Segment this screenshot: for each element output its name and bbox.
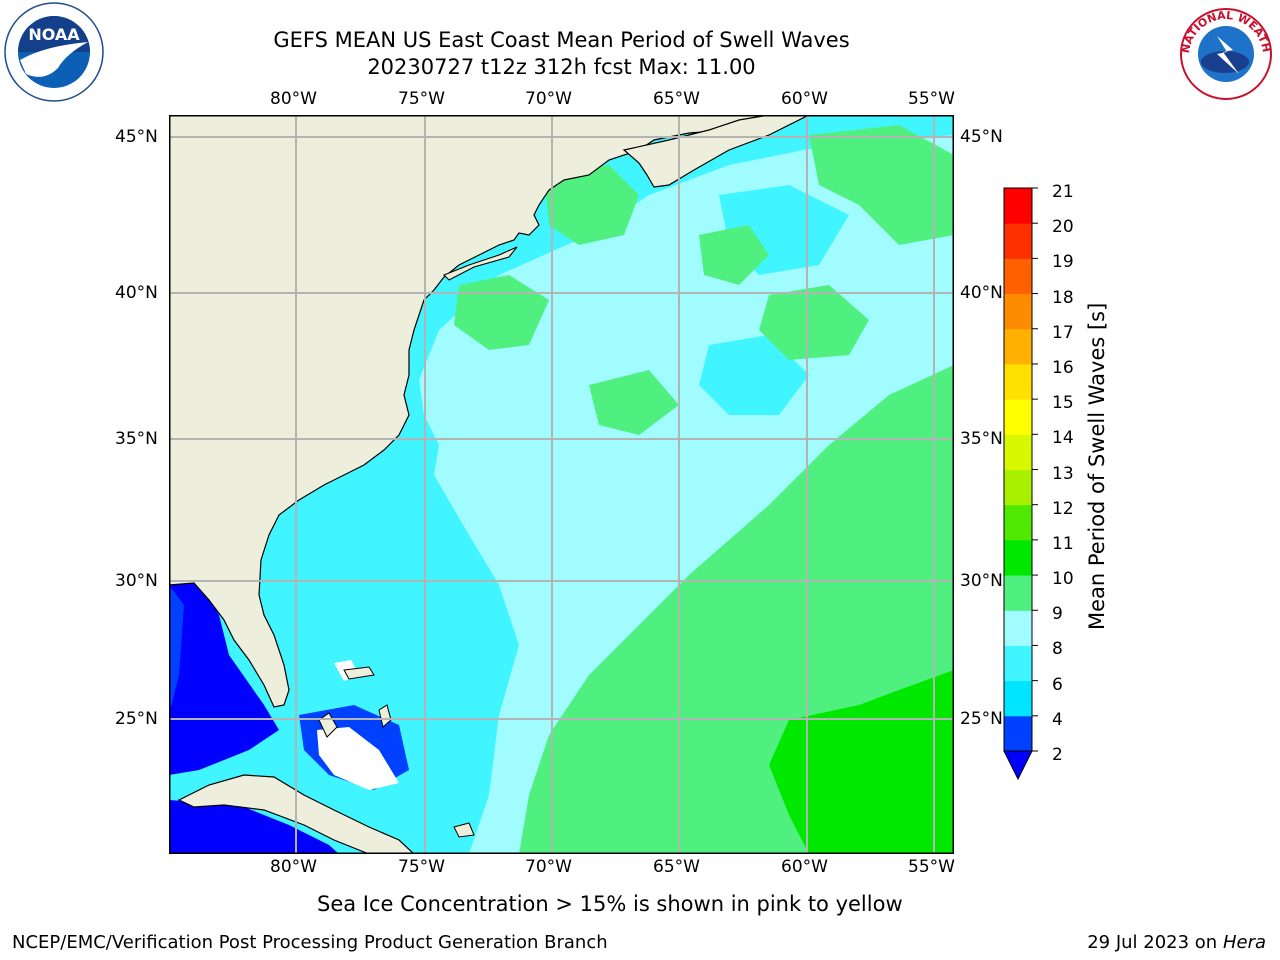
map-subtitle: 20230727 t12z 312h fcst Max: 11.00 <box>367 55 756 79</box>
colorbar-tick-label: 2 <box>1052 745 1063 765</box>
lon-label-top: 80°W <box>270 89 317 109</box>
land-bahamas <box>343 666 375 680</box>
period-10-11-zone <box>769 670 954 854</box>
lat-label-right: 30°N <box>960 571 1003 591</box>
colorbar-bin <box>1004 328 1032 365</box>
colorbar-bin <box>1004 715 1032 752</box>
colorbar-bin <box>1004 293 1032 330</box>
period-2-4-zone <box>169 585 184 715</box>
colorbar-tick-label: 6 <box>1052 674 1063 695</box>
nws-logo: NATIONAL WEATHER SERVICE <box>1171 0 1277 100</box>
colorbar-bin <box>1004 258 1032 295</box>
colorbar-bin <box>1004 575 1032 611</box>
colorbar-bin <box>1004 399 1032 435</box>
lon-label-top: 75°W <box>398 89 445 109</box>
period-9-10-zone <box>589 370 679 435</box>
colorbar-tick-label: 18 <box>1052 287 1074 308</box>
lon-label-top: 55°W <box>908 89 955 109</box>
colorbar-bin <box>1004 610 1032 646</box>
sea-ice-note: Sea Ice Concentration > 15% is shown in … <box>317 892 903 916</box>
bahamas-bank <box>317 727 399 790</box>
footer-machine: Hera <box>1222 932 1266 953</box>
lon-label-bottom: 75°W <box>398 857 445 877</box>
colorbar-bin <box>1004 434 1032 470</box>
lon-label-bottom: 65°W <box>653 857 700 877</box>
colorbar-bin <box>1004 188 1032 224</box>
land-nova-scotia <box>622 115 810 188</box>
period-9-10-zone <box>759 285 869 360</box>
map-frame <box>169 115 954 854</box>
colorbar-tick-label: 8 <box>1052 639 1063 660</box>
lon-label-bottom: 70°W <box>525 857 572 877</box>
colorbar-bin <box>1004 469 1032 506</box>
lon-label-top: 70°W <box>525 89 572 109</box>
lon-label-top: 65°W <box>653 89 700 109</box>
lat-label-left: 40°N <box>115 283 158 303</box>
colorbar-tick-label: 4 <box>1052 709 1063 730</box>
colorbar-ticks: 2 4 6 8 9 10 11 12 13 14 15 16 17 18 19 20 21 <box>1052 180 1092 780</box>
colorbar-bin <box>1004 504 1032 541</box>
noaa-logo-text: NOAA <box>28 25 80 44</box>
lon-label-bottom: 55°W <box>908 857 955 877</box>
colorbar-bin <box>1004 363 1032 400</box>
lon-label-bottom: 80°W <box>270 857 317 877</box>
land-long-island <box>443 246 518 281</box>
colorbar-tick-label: 20 <box>1052 217 1074 238</box>
footer-date: 29 Jul 2023 on Hera <box>1087 932 1266 954</box>
colorbar-title: Mean Period of Swell Waves [s] <box>1085 302 1109 630</box>
land-hispaniola-tip <box>453 822 475 838</box>
colorbar-tick-label: 13 <box>1052 463 1074 484</box>
colorbar-tick-label: 10 <box>1052 569 1074 590</box>
noaa-logo: NOAA <box>4 2 104 102</box>
period-6-8-zone <box>699 335 809 415</box>
lon-label-bottom: 60°W <box>781 857 828 877</box>
land-north-america <box>169 115 801 708</box>
lat-label-right: 25°N <box>960 709 1003 729</box>
period-under-2-zone <box>169 583 279 775</box>
colorbar-tick-label: 16 <box>1052 357 1074 378</box>
period-9-10-zone <box>544 165 639 245</box>
lat-label-left: 25°N <box>115 709 158 729</box>
lon-label-top: 60°W <box>781 89 828 109</box>
colorbar-tick-label: 11 <box>1052 533 1074 554</box>
colorbar <box>1000 186 1050 786</box>
footer-org: NCEP/EMC/Verification Post Processing Pr… <box>12 932 608 953</box>
map-panel <box>169 115 954 854</box>
colorbar-bin <box>1004 539 1032 576</box>
colorbar-tick-label: 17 <box>1052 322 1074 343</box>
colorbar-bin <box>1004 223 1032 259</box>
colorbar-tick-label: 21 <box>1052 182 1074 202</box>
period-9-10-zone <box>809 125 954 245</box>
lat-label-left: 30°N <box>115 571 158 591</box>
lat-label-left: 45°N <box>115 127 158 147</box>
colorbar-under-arrow <box>1003 750 1033 781</box>
colorbar-tick-label: 15 <box>1052 393 1074 414</box>
footer-date-text: 29 Jul 2023 on <box>1087 932 1223 953</box>
colorbar-bin <box>1004 645 1032 682</box>
lat-label-right: 45°N <box>960 127 1003 147</box>
colorbar-tick-label: 14 <box>1052 428 1074 449</box>
colorbar-tick-label: 12 <box>1052 498 1074 519</box>
lat-label-right: 40°N <box>960 283 1003 303</box>
lat-label-left: 35°N <box>115 429 158 449</box>
map-title: GEFS MEAN US East Coast Mean Period of S… <box>273 28 850 52</box>
period-9-10-zone <box>699 225 769 285</box>
colorbar-tick-label: 19 <box>1052 252 1074 273</box>
colorbar-tick-label: 9 <box>1052 604 1063 625</box>
lat-label-right: 35°N <box>960 429 1003 449</box>
colorbar-bin <box>1004 680 1032 717</box>
